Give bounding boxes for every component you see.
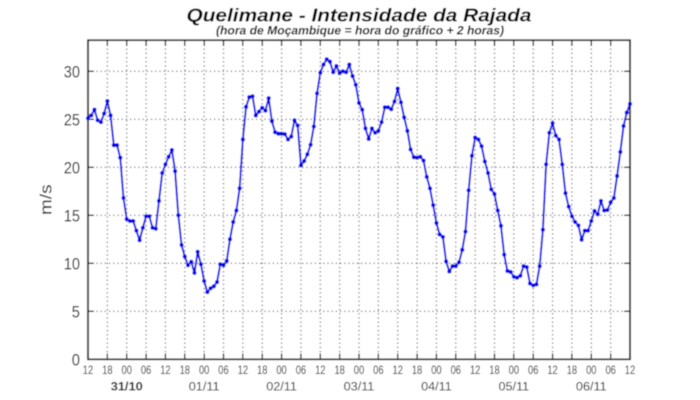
svg-text:18: 18 [334, 363, 345, 377]
svg-text:18: 18 [102, 363, 113, 377]
svg-text:18: 18 [180, 363, 191, 377]
svg-text:12: 12 [625, 363, 636, 377]
svg-text:m/s: m/s [37, 184, 56, 215]
svg-text:05/11: 05/11 [499, 382, 530, 394]
svg-text:25: 25 [64, 111, 80, 130]
svg-text:Quelimane - Intensidade da Raj: Quelimane - Intensidade da Rajada [187, 5, 532, 26]
svg-text:04/11: 04/11 [421, 382, 452, 394]
svg-text:01/11: 01/11 [189, 382, 220, 394]
svg-text:31/10: 31/10 [111, 382, 143, 394]
svg-text:10: 10 [64, 255, 80, 274]
svg-text:00: 00 [509, 363, 520, 377]
svg-text:06: 06 [296, 363, 307, 377]
svg-text:12: 12 [315, 363, 326, 377]
svg-text:18: 18 [257, 363, 268, 377]
svg-text:03/11: 03/11 [344, 382, 375, 394]
svg-text:02/11: 02/11 [266, 382, 297, 394]
svg-text:06: 06 [528, 363, 539, 377]
svg-text:06: 06 [605, 363, 616, 377]
svg-text:(hora de Moçambique = hora do: (hora de Moçambique = hora do gráfico + … [216, 24, 504, 38]
svg-text:12: 12 [547, 363, 558, 377]
svg-text:00: 00 [122, 363, 133, 377]
svg-text:00: 00 [199, 363, 210, 377]
svg-text:00: 00 [276, 363, 287, 377]
svg-text:06: 06 [218, 363, 229, 377]
svg-text:06: 06 [141, 363, 152, 377]
svg-text:5: 5 [72, 303, 80, 322]
svg-text:12: 12 [238, 363, 249, 377]
svg-text:30: 30 [64, 63, 80, 82]
svg-text:12: 12 [393, 363, 404, 377]
svg-text:00: 00 [354, 363, 365, 377]
svg-text:06: 06 [451, 363, 462, 377]
svg-text:15: 15 [64, 207, 80, 226]
svg-text:18: 18 [567, 363, 578, 377]
svg-text:20: 20 [64, 159, 80, 178]
svg-text:00: 00 [586, 363, 597, 377]
svg-text:00: 00 [431, 363, 442, 377]
svg-text:0: 0 [72, 351, 80, 370]
svg-text:12: 12 [160, 363, 171, 377]
svg-text:18: 18 [412, 363, 423, 377]
svg-text:12: 12 [83, 363, 94, 377]
svg-text:06: 06 [373, 363, 384, 377]
svg-text:06/11: 06/11 [576, 382, 607, 394]
svg-text:12: 12 [470, 363, 481, 377]
svg-text:18: 18 [489, 363, 500, 377]
